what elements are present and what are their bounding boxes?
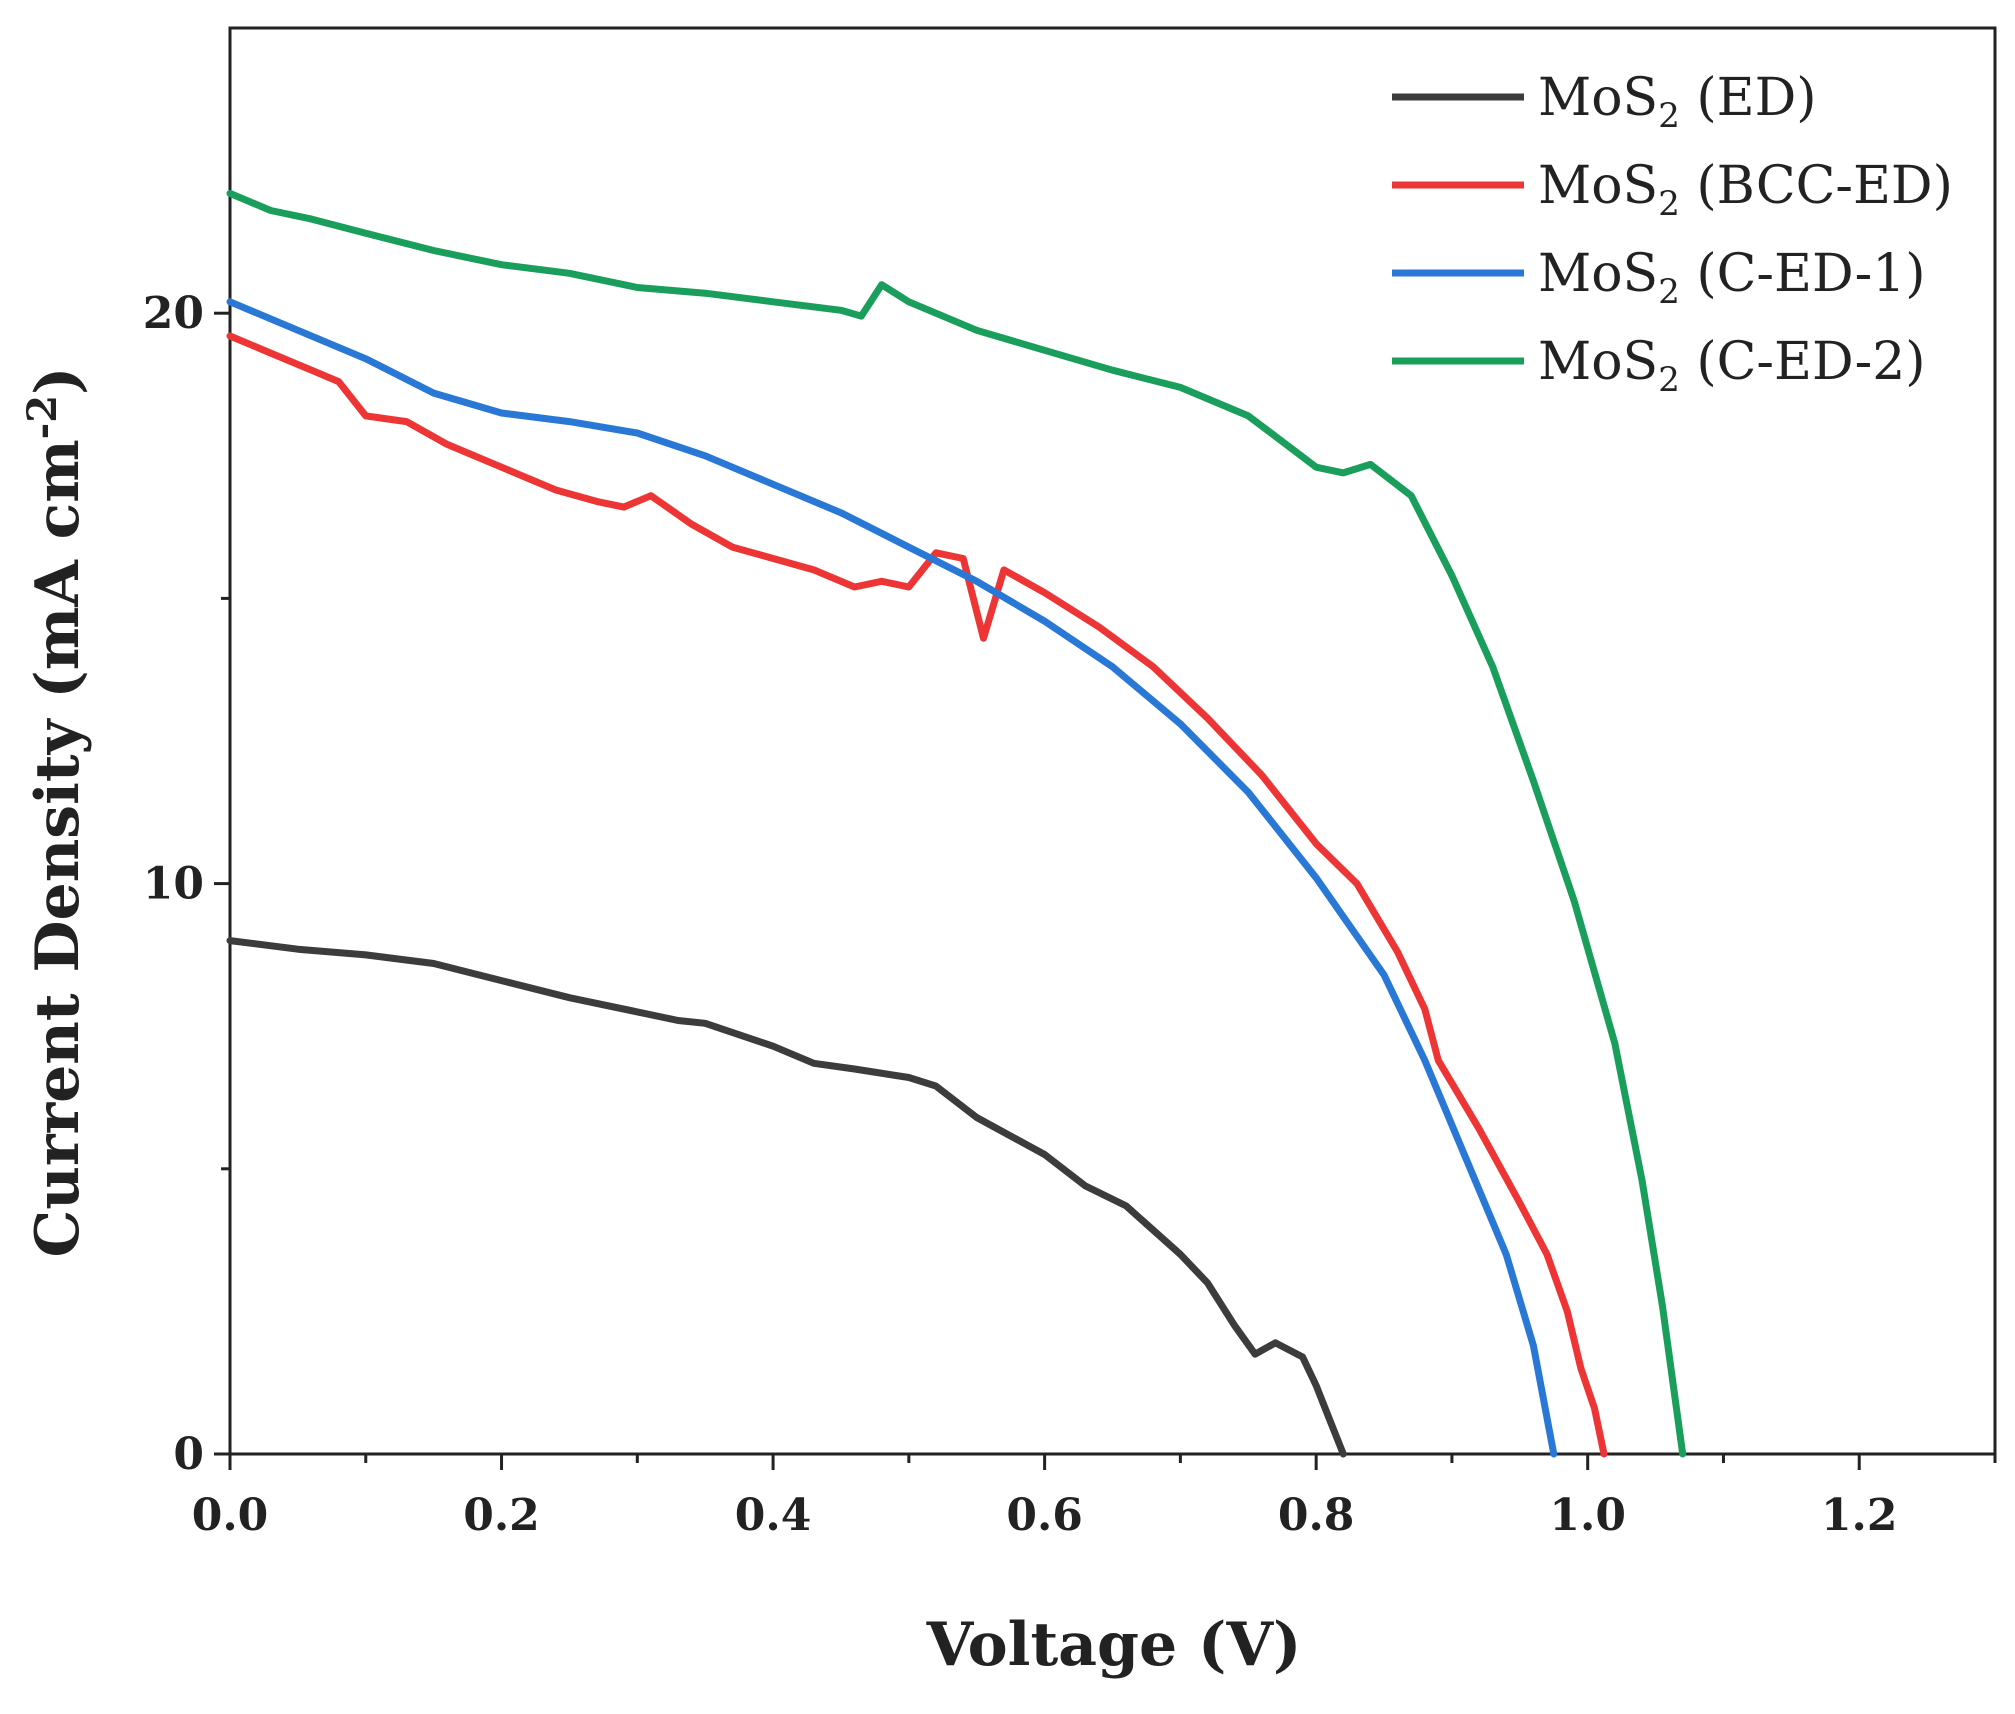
- legend-label-3: MoS2 (C-ED-1): [1538, 244, 1926, 312]
- legend-label-4: MoS2 (C-ED-2): [1538, 332, 1926, 400]
- plot-frame: [228, 26, 1997, 1456]
- y-axis-title-text: Current Density (mA cm: [23, 439, 93, 1257]
- series-line-2: [226, 332, 1608, 1458]
- x-tick-label: 0.2: [463, 1490, 540, 1541]
- x-tick-label: 1.0: [1549, 1490, 1626, 1541]
- x-tick-label: 0.8: [1278, 1490, 1355, 1541]
- y-tick-label: 20: [143, 288, 204, 339]
- plot-area-border: [228, 26, 1997, 1456]
- x-tick-label: 0.4: [735, 1490, 812, 1541]
- legend-label-2: MoS2 (BCC-ED): [1538, 156, 1953, 224]
- series-line-3: [226, 298, 1558, 1458]
- x-axis-ticks: 0.0 0.2 0.4 0.6 0.8 1.0 1.2: [192, 1454, 1997, 1541]
- y-axis-title-close: ): [23, 366, 93, 394]
- y-axis-title: Current Density (mA cm-2): [19, 366, 93, 1257]
- x-tick-label: 0.6: [1006, 1490, 1083, 1541]
- series-line-1: [226, 937, 1347, 1458]
- x-axis-title: Voltage (V): [926, 1610, 1302, 1680]
- y-tick-label: 0: [173, 1429, 204, 1480]
- x-tick-label: 0.0: [192, 1490, 269, 1541]
- series-line-4: [226, 189, 1687, 1458]
- y-axis-title-superscript: -2: [19, 395, 66, 439]
- series-lines: [226, 189, 1687, 1458]
- y-tick-label: 10: [143, 859, 204, 910]
- x-tick-label: 1.2: [1821, 1490, 1898, 1541]
- y-axis-ticks: 0 10 20: [143, 288, 230, 1480]
- legend: MoS2 (ED) MoS2 (BCC-ED) MoS2 (C-ED-1) MoS2 …: [1392, 68, 1953, 400]
- legend-label-1: MoS2 (ED): [1538, 68, 1817, 136]
